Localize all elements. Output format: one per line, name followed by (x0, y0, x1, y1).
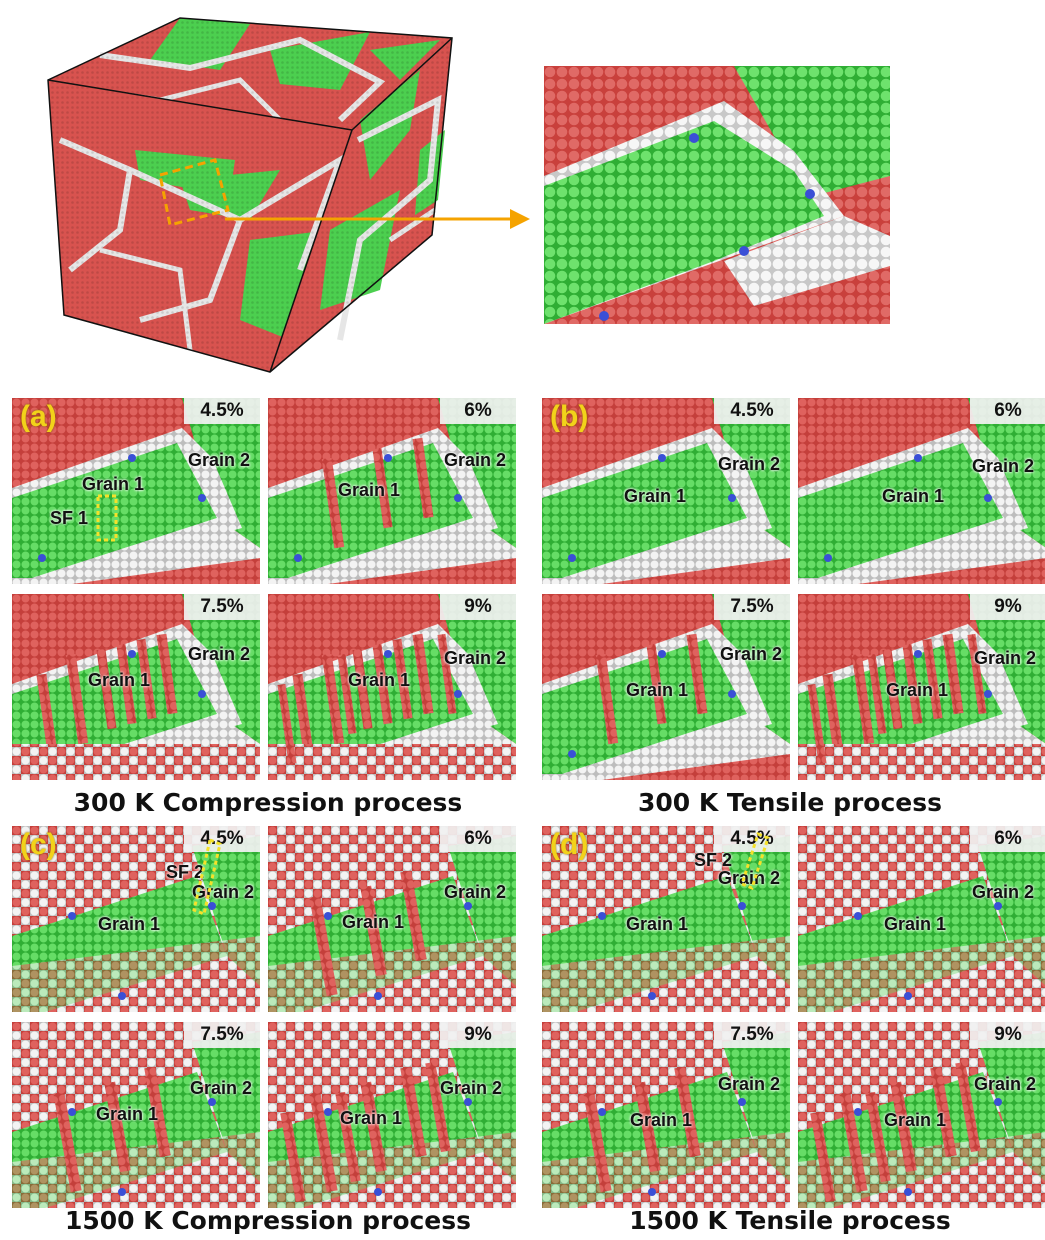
group-a: 4.5% (a) Grain 1 Grain 2 SF 1 6% Grain 1… (12, 398, 516, 780)
grain-1-label: Grain 1 (338, 480, 401, 500)
panel-tag: (c) (20, 828, 57, 861)
grain-2-label: Grain 2 (188, 644, 251, 664)
polycrystal-cube (47, 17, 453, 373)
snapshot-panel: 7.5% Grain 1 Grain 2 (542, 1022, 790, 1208)
strain-label: 7.5% (714, 1022, 790, 1048)
grain-1-label: Grain 1 (82, 474, 145, 494)
stacking-fault-label: SF 2 (694, 850, 733, 870)
snapshot-panel: 6% Grain 1 Grain 2 (798, 826, 1045, 1012)
strain-label: 4.5% (184, 826, 260, 852)
strain-label: 6% (440, 398, 516, 424)
strain-label: 7.5% (184, 1022, 260, 1048)
strain-label: 9% (440, 594, 516, 620)
grain-2-label: Grain 2 (440, 1078, 503, 1098)
snapshot-panel: 7.5% Grain 1 Grain 2 (12, 1022, 260, 1208)
strain-label: 6% (440, 826, 516, 852)
grain-2-label: Grain 2 (190, 1078, 253, 1098)
group-b: 4.5% (b) Grain 1 Grain 2 6% Grain 1 Grai… (542, 398, 1045, 780)
strain-label: 6% (970, 826, 1045, 852)
grain-2-label: Grain 2 (972, 882, 1035, 902)
grain-1-label: Grain 1 (96, 1104, 159, 1124)
caption: 300 K Tensile process (637, 788, 943, 817)
grain-1-label: Grain 1 (882, 486, 945, 506)
strain-label: 4.5% (714, 826, 790, 852)
caption: 1500 K Tensile process (629, 1206, 951, 1235)
grain-2-label: Grain 2 (974, 1074, 1037, 1094)
grain-1-label: Grain 1 (630, 1110, 693, 1130)
grain-2-label: Grain 2 (718, 1074, 781, 1094)
snapshot-panel: 6% Grain 1 Grain 2 (268, 398, 516, 584)
caption: 1500 K Compression process (64, 1206, 472, 1235)
strain-label: 4.5% (714, 398, 790, 424)
grain-1-label: Grain 1 (626, 914, 689, 934)
snapshot-panel: 4.5% (a) Grain 1 Grain 2 SF 1 (12, 398, 260, 584)
grain-2-label: Grain 2 (972, 456, 1035, 476)
snapshot-panel: 4.5% (d) Grain 1 Grain 2 SF 2 (542, 826, 790, 1012)
stacking-fault-label: SF 1 (50, 508, 89, 528)
snapshot-panel: 6% Grain 1 Grain 2 (798, 398, 1045, 584)
grain-1-label: Grain 1 (884, 1110, 947, 1130)
snapshot-panel: 6% Grain 1 Grain 2 (268, 826, 516, 1012)
grain-2-label: Grain 2 (444, 882, 507, 902)
snapshot-panel: 7.5% Grain 1 Grain 2 (12, 594, 260, 780)
strain-label: 6% (970, 398, 1045, 424)
grain-1-label: Grain 1 (886, 680, 949, 700)
strain-label: 9% (970, 594, 1045, 620)
strain-label: 4.5% (184, 398, 260, 424)
grain-2-label: Grain 2 (718, 454, 781, 474)
snapshot-panel: 9% Grain 1 Grain 2 (798, 1022, 1045, 1208)
zoom-arrow (225, 209, 530, 229)
strain-label: 9% (440, 1022, 516, 1048)
caption: 300 K Compression process (73, 788, 463, 817)
panel-tag: (a) (20, 400, 57, 433)
snapshot-panel: 4.5% (b) Grain 1 Grain 2 (542, 398, 790, 584)
panel-tag: (d) (550, 828, 589, 861)
sf2-highlight (740, 832, 770, 890)
grain-2-label: Grain 2 (188, 450, 251, 470)
snapshot-panel: 4.5% (c) Grain 1 Grain 2 SF 2 (12, 826, 260, 1012)
sf2-highlight (192, 838, 222, 917)
panel-tag: (b) (550, 400, 589, 433)
grain-1-label: Grain 1 (348, 670, 411, 690)
snapshot-panel: 9% Grain 1 Grain 2 (798, 594, 1045, 780)
snapshot-panel: 9% Grain 1 Grain 2 (268, 594, 516, 780)
strain-label: 7.5% (714, 594, 790, 620)
strain-label: 7.5% (184, 594, 260, 620)
grain-1-label: Grain 1 (626, 680, 689, 700)
snapshot-panel: 7.5% Grain 1 Grain 2 (542, 594, 790, 780)
stacking-fault-label: SF 2 (166, 862, 205, 882)
grain-2-label: Grain 2 (444, 450, 507, 470)
group-c: 4.5% (c) Grain 1 Grain 2 SF 2 6% Grain 1… (12, 826, 516, 1208)
grain-2-label: Grain 2 (444, 648, 507, 668)
grain-2-label: Grain 2 (718, 868, 781, 888)
grain-1-label: Grain 1 (98, 914, 161, 934)
group-d: 4.5% (d) Grain 1 Grain 2 SF 2 6% Grain 1… (542, 826, 1045, 1208)
zoom-region-marker (158, 158, 230, 227)
grain-2-label: Grain 2 (974, 648, 1037, 668)
grain-2-label: Grain 2 (720, 644, 783, 664)
grain-1-label: Grain 1 (884, 914, 947, 934)
sf1-highlight (96, 494, 118, 542)
grain-1-label: Grain 1 (624, 486, 687, 506)
grain-1-label: Grain 1 (342, 912, 405, 932)
grain-1-label: Grain 1 (88, 670, 151, 690)
snapshot-panel: 9% Grain 1 Grain 2 (268, 1022, 516, 1208)
grain-1-label: Grain 1 (340, 1108, 403, 1128)
zoom-inset (544, 66, 890, 324)
strain-label: 9% (970, 1022, 1045, 1048)
